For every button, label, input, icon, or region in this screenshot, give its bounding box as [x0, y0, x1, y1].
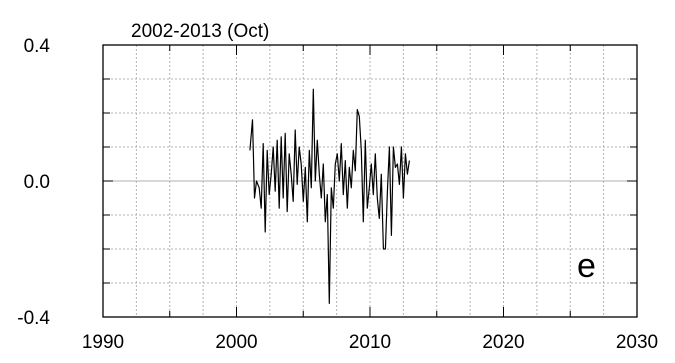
- x-tick-label: 1990: [82, 332, 124, 353]
- x-tick-label: 2000: [215, 332, 257, 353]
- chart-title: 2002-2013 (Oct): [131, 21, 269, 42]
- x-tick-label: 2030: [616, 332, 658, 353]
- y-tick-label: -0.4: [17, 308, 50, 329]
- y-tick-label: 0.4: [24, 36, 51, 57]
- panel-label: e: [577, 247, 596, 285]
- tick-labels: 1990 2000 2010 2020 2030 0.4 0.0 -0.4: [17, 36, 658, 353]
- x-tick-label: 2020: [482, 332, 524, 353]
- axes: [102, 44, 638, 318]
- series-layer: [249, 88, 410, 304]
- x-tick-label: 2010: [349, 332, 391, 353]
- series-line: [249, 88, 410, 304]
- y-tick-label: 0.0: [24, 172, 50, 193]
